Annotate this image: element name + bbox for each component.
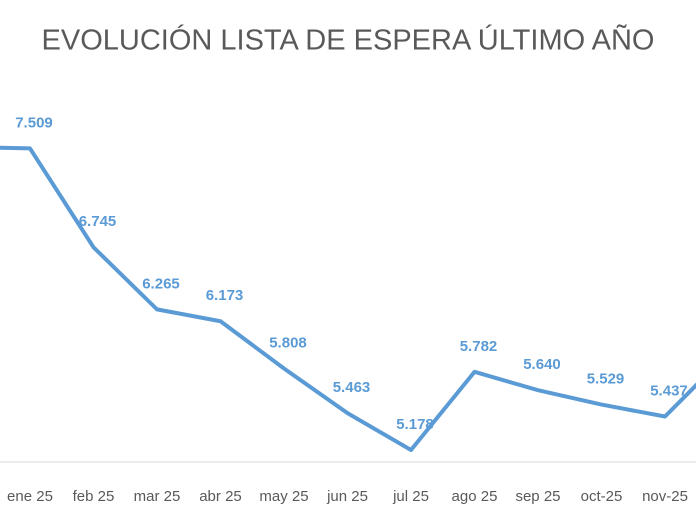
x-tick-label: jun 25: [326, 488, 368, 505]
data-label: 6.745: [79, 213, 117, 230]
x-tick-label: nov-25: [642, 488, 688, 505]
x-tick-label: jul 25: [392, 488, 429, 505]
x-tick-label: oct-25: [581, 488, 623, 505]
x-tick-label: sep 25: [515, 488, 560, 505]
data-label: 5.178: [396, 416, 434, 433]
x-tick-label: mar 25: [134, 488, 181, 505]
data-line: [0, 145, 696, 452]
x-tick-label: ago 25: [452, 488, 498, 505]
data-label: 6.173: [206, 287, 244, 304]
data-label: 5.808: [269, 334, 307, 351]
x-tick-label: feb 25: [73, 488, 115, 505]
x-tick-label: abr 25: [199, 488, 242, 505]
data-label: 5.437: [650, 382, 688, 399]
data-label: 5.529: [587, 371, 625, 388]
data-label: 5.463: [333, 379, 371, 396]
data-label: 5.640: [523, 356, 561, 373]
data-label: 6.265: [142, 275, 180, 292]
x-tick-label: may 25: [259, 488, 308, 505]
chart-title: EVOLUCIÓN LISTA DE ESPERA ÚLTIMO AÑO: [42, 23, 655, 57]
data-label: 7.509: [15, 114, 53, 131]
x-tick-label: ene 25: [7, 488, 53, 505]
data-label: 5.782: [460, 338, 498, 355]
